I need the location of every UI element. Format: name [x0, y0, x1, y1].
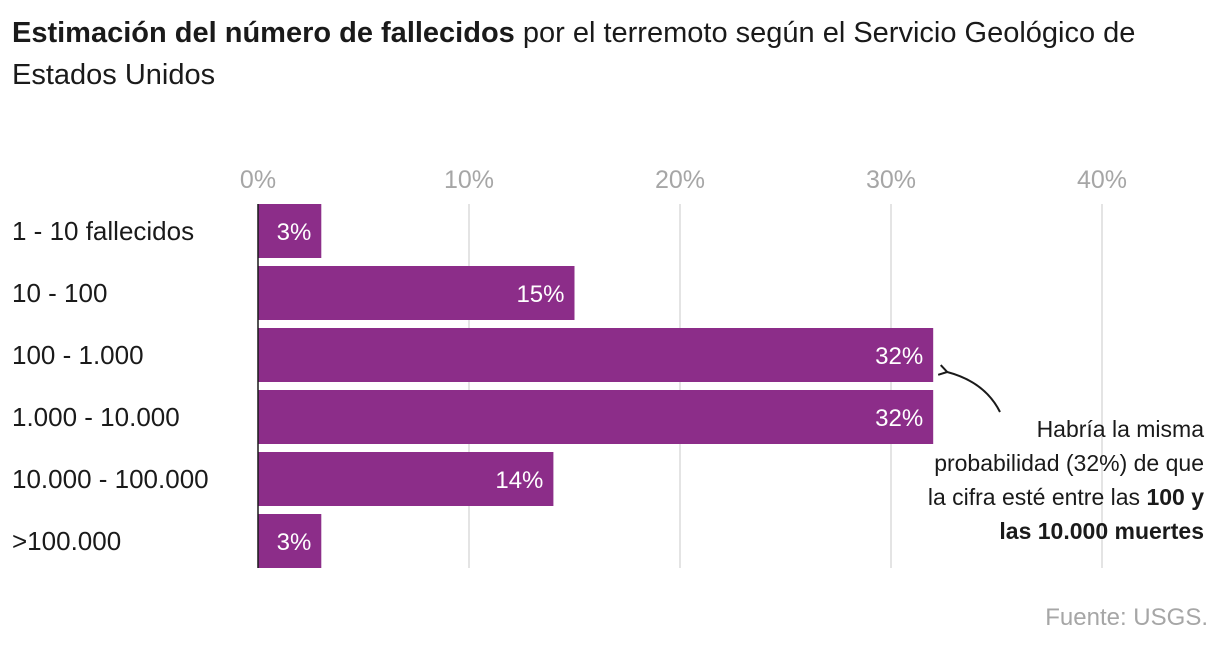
bar-value-label-5: 3% [277, 529, 312, 556]
bar-3 [258, 390, 934, 444]
x-tick-label-40: 40% [1077, 166, 1127, 194]
bar-value-label-3: 32% [875, 405, 923, 432]
annotation-line: Habría la misma probabilidad (32%) de qu… [927, 416, 1204, 510]
bar-value-label-0: 3% [277, 219, 312, 246]
category-label-1: 10 - 100 [12, 278, 107, 308]
category-label-4: 10.000 - 100.000 [12, 464, 209, 494]
bars: 3% 15% 32% 32% 14% 3% [258, 204, 934, 568]
bar-4 [258, 452, 554, 506]
x-tick-label-10: 10% [444, 166, 494, 194]
annotation-bold: 100 y las 10.000 muertes [999, 484, 1204, 544]
bar-2 [258, 328, 934, 382]
chart-title-bold: Estimación del número de fallecidos [12, 17, 515, 49]
annotation-text: Habría la misma probabilidad (32%) de qu… [914, 412, 1204, 548]
bar-value-label-1: 15% [516, 281, 564, 308]
x-tick-label-30: 30% [866, 166, 916, 194]
category-label-0: 1 - 10 fallecidos [12, 216, 194, 246]
x-tick-label-0: 0% [240, 166, 276, 194]
chart-title-rest: por el terremoto según el Servicio Geoló… [12, 17, 1136, 91]
bar-1 [258, 266, 575, 320]
grid-lines [468, 204, 1103, 568]
annotation-arrow [937, 364, 1001, 413]
x-axis-ticks: 0% 10% 20% 30% 40% [240, 166, 1127, 194]
source-note: Fuente: USGS. [1045, 604, 1208, 631]
category-label-5: >100.000 [12, 526, 121, 556]
x-tick-label-20: 20% [655, 166, 705, 194]
category-label-2: 100 - 1.000 [12, 340, 144, 370]
bar-5 [258, 514, 322, 568]
bar-0 [258, 204, 322, 258]
bar-value-label-4: 14% [495, 467, 543, 494]
chart-title: Estimación del número de fallecidos por … [12, 12, 1202, 96]
category-label-3: 1.000 - 10.000 [12, 402, 180, 432]
bar-value-label-2: 32% [875, 343, 923, 370]
category-labels: 1 - 10 fallecidos 10 - 100 100 - 1.000 1.00… [12, 216, 209, 556]
